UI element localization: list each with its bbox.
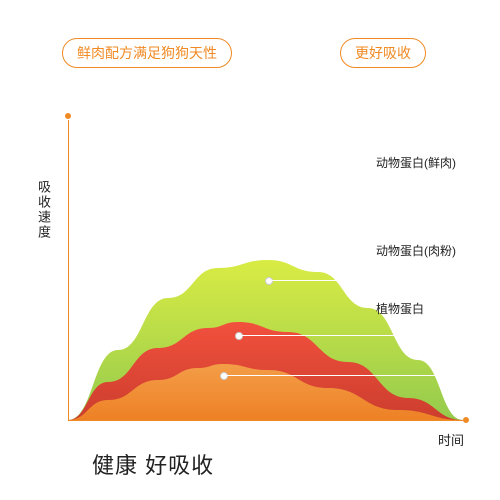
header-pill-left: 鲜肉配方满足狗狗天性 <box>62 38 232 68</box>
chart-canvas: 鲜肉配方满足狗狗天性 更好吸收 吸收速度 时间 动物蛋白(鲜肉) 动物蛋白(肉粉… <box>0 0 500 500</box>
y-axis-label: 吸收速度 <box>34 180 53 240</box>
x-axis-label: 时间 <box>438 430 464 449</box>
peak-dot-plant <box>220 372 228 380</box>
leader-line-meal <box>242 335 438 336</box>
series-label-fresh: 动物蛋白(鲜肉) <box>376 154 456 171</box>
x-axis-end-dot <box>463 417 469 423</box>
y-axis-line <box>68 120 69 420</box>
bottom-caption: 健康 好吸收 <box>92 448 214 480</box>
leader-line-plant <box>227 375 438 376</box>
series-label-meal: 动物蛋白(肉粉) <box>376 242 456 259</box>
peak-dot-fresh <box>265 277 273 285</box>
peak-dot-meal <box>235 332 243 340</box>
header-pill-right: 更好吸收 <box>340 38 426 68</box>
leader-line-fresh <box>272 280 438 281</box>
x-axis-line <box>68 420 463 421</box>
y-axis-end-dot <box>65 113 71 119</box>
series-label-plant: 植物蛋白 <box>376 300 424 317</box>
